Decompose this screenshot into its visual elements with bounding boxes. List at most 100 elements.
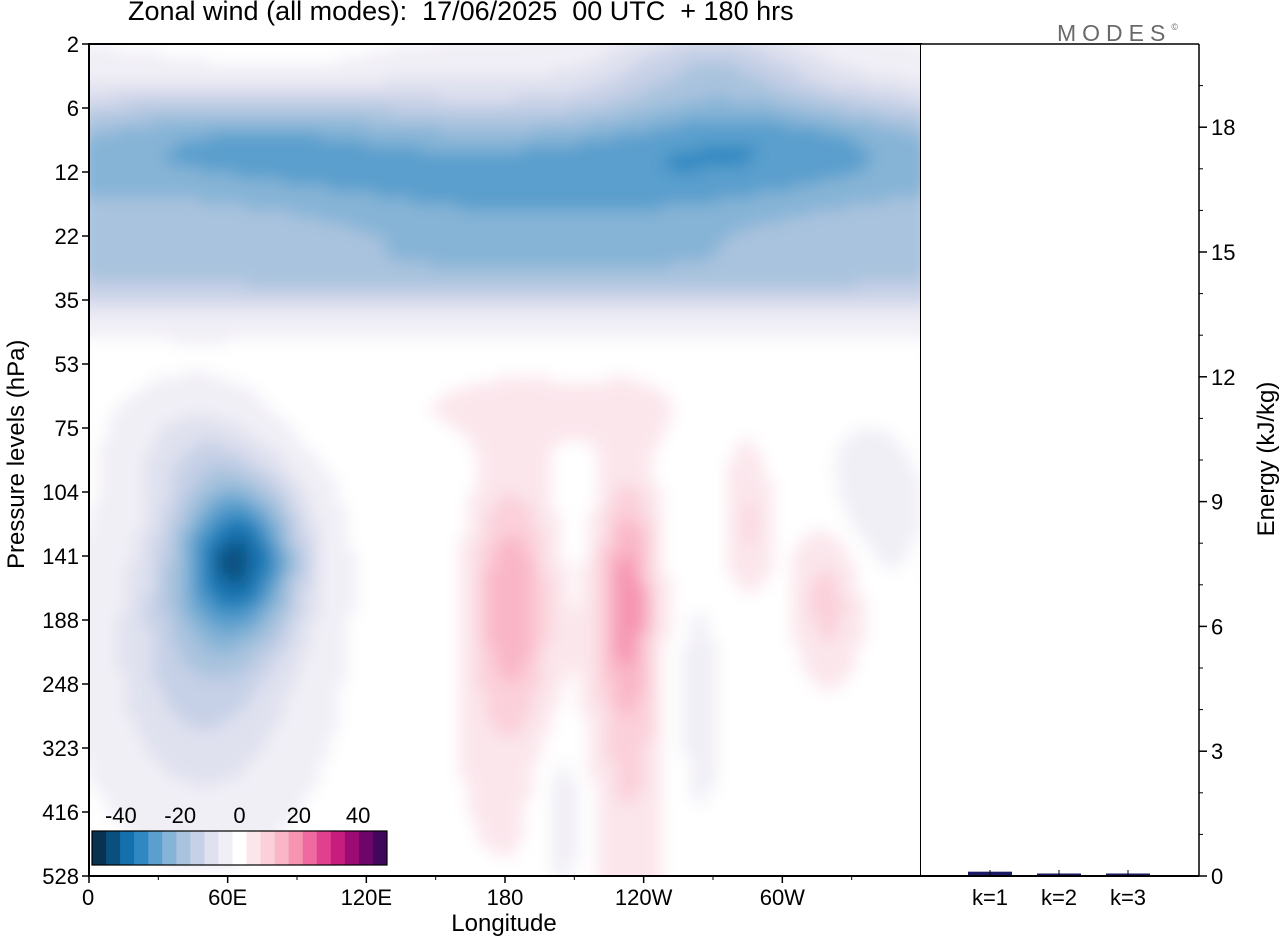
heatmap-cell <box>144 312 155 320</box>
heatmap-cell <box>310 236 321 243</box>
heatmap-cell <box>819 108 830 115</box>
heatmap-cell <box>569 312 580 320</box>
heatmap-cell <box>347 325 358 333</box>
heatmap-cell <box>384 210 395 218</box>
heatmap-cell <box>495 178 506 186</box>
heatmap-cell <box>810 248 820 256</box>
heatmap-cell <box>107 306 118 314</box>
heatmap-cell <box>532 370 543 378</box>
heatmap-cell <box>412 76 423 83</box>
heatmap-cell <box>560 261 571 269</box>
heatmap-cell <box>440 236 451 243</box>
heatmap-cell <box>717 101 728 109</box>
heatmap-cell <box>403 312 414 320</box>
heatmap-cell <box>236 287 247 295</box>
heatmap-cell <box>199 376 210 384</box>
heatmap-cell <box>357 300 367 307</box>
heatmap-cell <box>338 364 349 371</box>
heatmap-cell <box>255 191 266 199</box>
heatmap-cell <box>412 351 423 359</box>
heatmap-cell <box>837 229 848 237</box>
heatmap-cell <box>283 133 293 141</box>
heatmap-cell <box>754 165 765 173</box>
heatmap-cell <box>689 319 700 327</box>
heatmap-cell <box>246 120 256 128</box>
heatmap-cell <box>255 319 266 327</box>
heatmap-cell <box>551 204 562 211</box>
heatmap-cell <box>800 152 811 160</box>
heatmap-cell <box>505 274 515 282</box>
heatmap-cell <box>865 325 876 333</box>
heatmap-cell <box>625 197 636 205</box>
heatmap-cell <box>181 236 192 243</box>
heatmap-cell <box>828 184 839 192</box>
heatmap-cell <box>412 223 423 231</box>
heatmap-cell <box>449 50 460 58</box>
heatmap-cell <box>717 338 728 346</box>
heatmap-cell <box>791 56 802 64</box>
heatmap-cell <box>652 172 663 179</box>
heatmap-cell <box>680 204 691 211</box>
heatmap-cell <box>89 300 99 307</box>
heatmap-cell <box>495 44 506 51</box>
heatmap-cell <box>911 114 921 122</box>
heatmap-cell <box>89 76 99 83</box>
heatmap-cell <box>412 364 423 371</box>
heatmap-cell <box>255 63 266 71</box>
heatmap-cell <box>588 159 599 167</box>
heatmap-cell <box>588 312 599 320</box>
heatmap-cell <box>292 223 303 231</box>
heatmap-cell <box>273 370 284 378</box>
heatmap-cell <box>292 101 303 109</box>
heatmap-cell <box>662 140 672 147</box>
heatmap-cell <box>301 120 312 128</box>
heatmap-cell <box>615 184 626 192</box>
heatmap-cell <box>431 268 441 275</box>
heatmap-cell <box>209 178 220 186</box>
heatmap-cell <box>421 76 432 83</box>
heatmap-cell <box>828 229 839 237</box>
heatmap-cell <box>671 159 682 167</box>
heatmap-cell <box>754 133 765 141</box>
heatmap-cell <box>329 44 340 51</box>
heatmap-cell <box>468 255 478 263</box>
heatmap-cell <box>791 287 802 295</box>
heatmap-cell <box>199 114 210 122</box>
heatmap-cell <box>246 172 256 179</box>
heatmap-cell <box>505 319 515 327</box>
heatmap-cell <box>486 319 497 327</box>
heatmap-cell <box>246 338 256 346</box>
heatmap-cell <box>477 293 488 301</box>
heatmap-cell <box>588 216 599 224</box>
heatmap-cell <box>283 95 293 103</box>
heatmap-cell <box>98 351 109 359</box>
heatmap-cell <box>745 242 756 250</box>
heatmap-cell <box>255 364 266 371</box>
heatmap-cell <box>874 95 885 103</box>
heatmap-cell <box>301 44 312 51</box>
heatmap-cell <box>541 165 552 173</box>
heatmap-cell <box>468 287 478 295</box>
heatmap-cell <box>578 63 589 71</box>
heatmap-cell <box>440 319 451 327</box>
heatmap-cell <box>199 63 210 71</box>
heatmap-cell <box>847 319 857 327</box>
heatmap-cell <box>625 300 636 307</box>
heatmap-cell <box>264 114 275 122</box>
heatmap-cell <box>320 114 330 122</box>
heatmap-cell <box>227 133 238 141</box>
heatmap-cell <box>440 261 451 269</box>
heatmap-cell <box>837 216 848 224</box>
heatmap-cell <box>292 69 303 77</box>
heatmap-cell <box>458 120 469 128</box>
heatmap-cell <box>117 31 127 38</box>
heatmap-cell <box>560 242 571 250</box>
heatmap-cell <box>468 280 478 288</box>
heatmap-cell <box>162 325 173 333</box>
heatmap-cell <box>634 165 645 173</box>
heatmap-cell <box>172 178 183 186</box>
heatmap-cell <box>680 236 691 243</box>
heatmap-cell <box>181 332 192 339</box>
heatmap-cell <box>514 306 525 314</box>
heatmap-cell <box>847 364 857 371</box>
